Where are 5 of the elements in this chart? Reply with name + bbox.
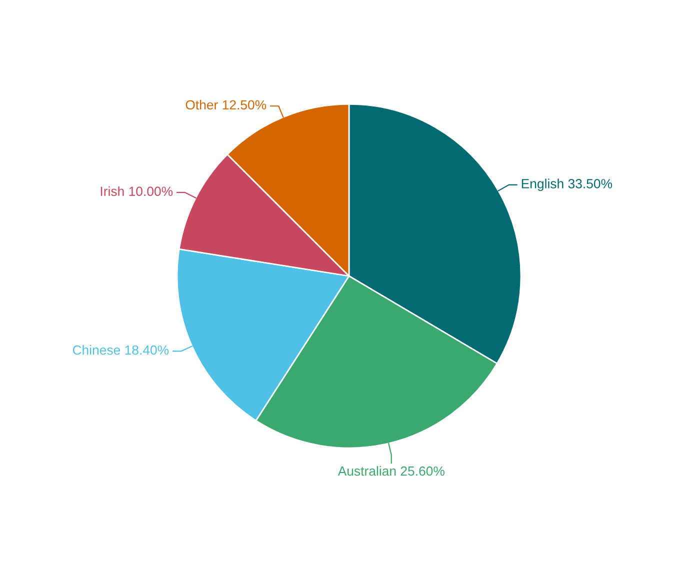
slice-label: Chinese 18.40%: [72, 345, 169, 355]
slice-label: English 33.50%: [522, 178, 612, 191]
slice-label: Other 12.50%: [186, 100, 266, 110]
slice-label: Irish 10.00%: [100, 186, 173, 196]
slice-label: Australian 25.60%: [338, 466, 444, 476]
